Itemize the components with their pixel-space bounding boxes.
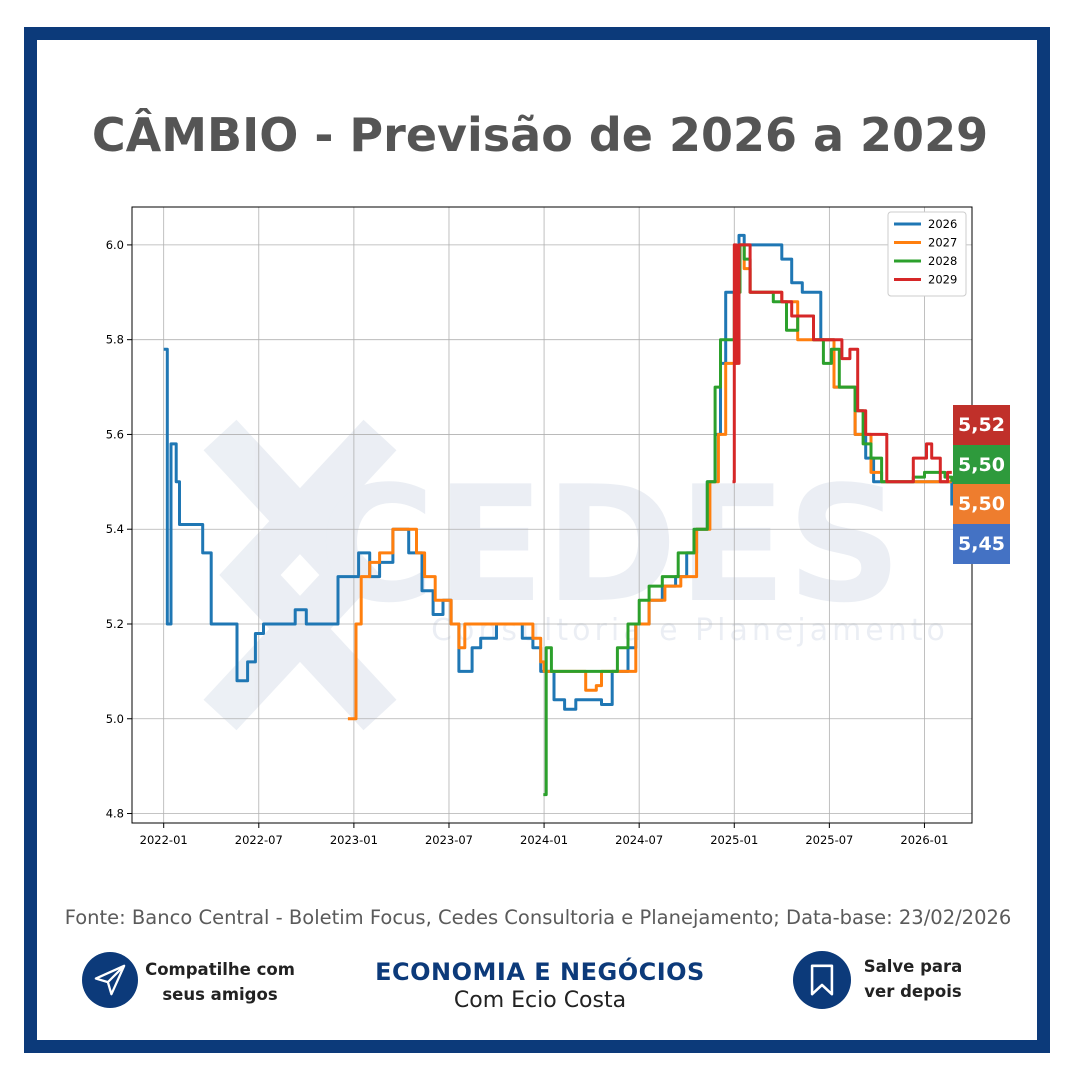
y-tick-label: 5.4 xyxy=(106,522,124,536)
line-chart: CEDES Consultoria e Planejamento 2022-01… xyxy=(106,206,973,847)
x-tick-label: 2022-07 xyxy=(235,833,283,847)
share-line-2: seus amigos xyxy=(162,985,278,1004)
watermark-sub: Consultoria e Planejamento xyxy=(431,613,949,648)
x-tick-label: 2025-07 xyxy=(805,833,853,847)
legend-label-2026: 2026 xyxy=(928,217,957,231)
y-tick-label: 5.6 xyxy=(106,427,124,441)
value-badge-2029: 5,52 xyxy=(953,405,1010,445)
x-logo-shape xyxy=(203,419,397,731)
y-tick-label: 4.8 xyxy=(106,807,124,821)
y-axis: 4.8 5.0 5.2 5.4 5.6 5.8 6.0 xyxy=(106,238,132,821)
x-tick-label: 2026-01 xyxy=(900,833,948,847)
brand-block: ECONOMIA E NEGÓCIOS Com Ecio Costa xyxy=(340,958,740,1013)
brand-name: ECONOMIA E NEGÓCIOS xyxy=(375,958,705,986)
x-tick-label: 2024-07 xyxy=(615,833,663,847)
x-tick-label: 2025-01 xyxy=(710,833,758,847)
series-line-2026 xyxy=(163,233,954,711)
y-tick-label: 5.8 xyxy=(106,333,124,347)
legend-box xyxy=(887,211,967,297)
save-text: Salve para ver depois xyxy=(848,954,978,1004)
x-tick-label: 2023-07 xyxy=(425,833,473,847)
save-button[interactable] xyxy=(793,951,851,1009)
value-badge-2028: 5,50 xyxy=(953,444,1010,485)
legend-label-2028: 2028 xyxy=(928,254,957,268)
x-tick-label: 2023-01 xyxy=(330,833,378,847)
series-group xyxy=(163,233,954,797)
cedes-watermark: CEDES Consultoria e Planejamento xyxy=(203,419,949,731)
x-tick-label: 2024-01 xyxy=(520,833,568,847)
legend-label-2027: 2027 xyxy=(928,236,957,250)
x-axis: 2022-01 2022-07 2023-01 2023-07 2024-01 2024-… xyxy=(140,823,948,847)
bookmark-icon xyxy=(810,964,834,996)
save-line-2: ver depois xyxy=(864,982,962,1001)
y-tick-label: 6.0 xyxy=(106,238,124,252)
y-tick-label: 5.0 xyxy=(106,712,124,726)
watermark-main: CEDES xyxy=(318,451,902,638)
paper-plane-icon xyxy=(94,964,126,996)
border-frame xyxy=(24,27,1050,1053)
legend: 2026 2027 2028 2029 xyxy=(887,211,967,297)
page-title: CÂMBIO - Previsão de 2026 a 2029 xyxy=(91,108,989,162)
series-line-2029 xyxy=(732,243,952,484)
share-button[interactable] xyxy=(82,952,138,1008)
save-line-1: Salve para xyxy=(863,957,963,976)
brand-author: Com Ecio Costa xyxy=(453,988,627,1013)
source-note: Fonte: Banco Central - Boletim Focus, Ce… xyxy=(64,906,1012,929)
share-line-1: Compatilhe com xyxy=(145,960,295,979)
value-badge-2027: 5,50 xyxy=(953,484,1010,524)
y-tick-label: 5.2 xyxy=(106,617,124,631)
share-text: Compatilhe com seus amigos xyxy=(140,957,300,1007)
legend-label-2029: 2029 xyxy=(928,273,957,287)
x-tick-label: 2022-01 xyxy=(140,833,188,847)
value-badge-2026: 5,45 xyxy=(953,523,1010,564)
